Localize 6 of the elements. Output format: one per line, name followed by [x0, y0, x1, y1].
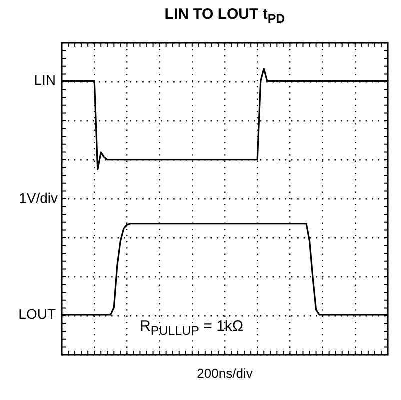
text: R$_{PULLUP}$ = 1kΩ — [140, 318, 244, 338]
legend-label: LOUT — [18, 306, 56, 322]
legend-label: LIN — [34, 72, 56, 88]
y-axis-title: 1V/div — [19, 190, 58, 206]
x-axis-title: 200ns/div — [196, 366, 254, 381]
chart-title: LIN TO LOUT t$_{PD}$ — [164, 6, 286, 26]
